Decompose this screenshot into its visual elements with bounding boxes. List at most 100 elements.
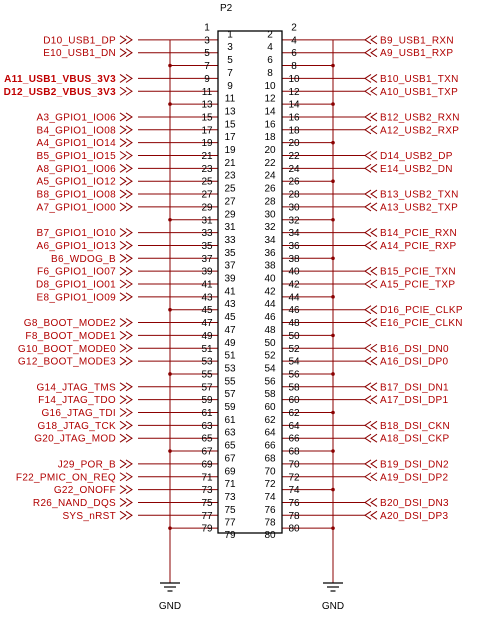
pin-number-outer-right: 38 [288, 254, 300, 265]
pin-number-outer-left: 67 [201, 447, 213, 458]
pin-number-outer-right: 44 [288, 292, 300, 303]
gnd-label-right: GND [322, 601, 344, 612]
pin-number-inner-right: 50 [264, 338, 276, 349]
pin-number-outer-left: 51 [201, 344, 213, 355]
net-port-arrow [364, 151, 378, 160]
pin-number-inner-left: 37 [224, 261, 236, 272]
pin-number-inner-left: 51 [224, 351, 236, 362]
pin-number-outer-left: 71 [201, 472, 213, 483]
pin-number-outer-right: 8 [291, 61, 297, 72]
net-label-right: A13_USB2_TXP [380, 202, 458, 213]
net-label-right: B12_USB2_RXN [380, 112, 460, 123]
net-label-left: F8_BOOT_MODE1 [25, 331, 116, 342]
junction-dot [168, 217, 172, 222]
pin-number-inner-right: 16 [264, 119, 276, 130]
net-label-left: E8_GPIO1_IO09 [36, 292, 116, 303]
pin-number-outer-right: 52 [288, 344, 300, 355]
pin-number-inner-left: 61 [224, 415, 236, 426]
pin-number-outer-left: 79 [201, 524, 213, 535]
net-label-left: A5_GPIO1_IO12 [36, 177, 116, 188]
pin-number-inner-left: 19 [224, 145, 236, 156]
net-label-right: B16_DSI_DN0 [380, 344, 449, 355]
net-port-arrow [119, 318, 133, 327]
pin-number-inner-right: 42 [264, 286, 276, 297]
pin-number-outer-right: 78 [288, 511, 300, 522]
pin-number-inner-left: 21 [224, 158, 236, 169]
net-port-arrow [119, 498, 133, 507]
pin-number-outer-right: 4 [291, 35, 297, 46]
wires-layer [138, 39, 365, 583]
pin-number-outer-right: 30 [288, 202, 300, 213]
pin-number-outer-left: 5 [204, 48, 210, 59]
net-label-left: G8_BOOT_MODE2 [24, 318, 116, 329]
junction-dot [331, 140, 335, 145]
junction-dot [331, 217, 335, 222]
pin-number-inner-right: 60 [264, 402, 276, 413]
pin-number-outer-right: 28 [288, 190, 300, 201]
pin-number-outer-left: 7 [204, 61, 210, 72]
pin-number-inner-left: 13 [224, 106, 236, 117]
pin-number-outer-left: 47 [201, 318, 213, 329]
pin-number-outer-left: 43 [201, 292, 213, 303]
junction-dot [331, 102, 335, 106]
net-port-arrow [364, 241, 378, 250]
pin-number-inner-left: 33 [224, 235, 236, 246]
net-port-arrow [364, 318, 378, 327]
pin-number-outer-right: 16 [288, 112, 300, 123]
pin-number-inner-right: 56 [264, 376, 276, 387]
junction-dot [168, 449, 172, 453]
net-label-right: A18_DSI_CKP [380, 434, 449, 445]
pin-number-outer-left: 23 [201, 164, 213, 175]
pin-number-outer-right: 36 [288, 241, 300, 252]
net-label-left: E10_USB1_DN [43, 48, 116, 59]
pin-number-outer-right: 68 [288, 447, 300, 458]
net-label-left: F22_PMIC_ON_REQ [16, 472, 116, 483]
net-label-right: A19_DSI_DP2 [380, 472, 448, 483]
net-port-arrow [119, 356, 133, 366]
pin-number-inner-right: 26 [264, 184, 276, 195]
net-label-left: F14_JTAG_TDO [38, 395, 116, 406]
net-label-left: G12_BOOT_MODE3 [18, 357, 116, 368]
net-port-arrow [364, 420, 378, 430]
pin-number-outer-left: 63 [201, 421, 213, 432]
junction-dot [331, 526, 335, 530]
gnd-label-left: GND [159, 601, 181, 612]
pin-number-outer-left: 49 [201, 331, 213, 342]
pin-number-inner-left: 25 [224, 184, 236, 195]
net-label-right: B10_USB1_TXN [380, 74, 459, 85]
net-port-arrow [119, 433, 133, 443]
pin-number-inner-right: 64 [264, 428, 276, 439]
net-label-left: A6_GPIO1_IO13 [36, 241, 116, 252]
net-port-arrow [119, 420, 133, 430]
pin-number-outer-right: 12 [288, 87, 300, 98]
net-port-arrow [119, 163, 133, 173]
net-label-right: B14_PCIE_RXN [380, 228, 457, 239]
pin-number-outer-right: 80 [288, 524, 300, 535]
pin-number-inner-right: 76 [264, 505, 276, 516]
pin-number-inner-right: 48 [264, 325, 276, 336]
net-label-left: F6_GPIO1_IO07 [37, 267, 116, 278]
net-port-arrow [119, 86, 133, 96]
net-label-left: B5_GPIO1_IO15 [36, 151, 116, 162]
junction-dot [331, 333, 335, 338]
net-label-right: D14_USB2_DP [380, 151, 453, 162]
net-label-right: A12_USB2_RXP [380, 125, 459, 136]
net-label-left: D8_GPIO1_IO01 [36, 280, 116, 291]
net-port-arrow [364, 343, 378, 353]
pin-number-inner-left: 65 [224, 441, 236, 452]
pin-number-outer-right: 18 [288, 125, 300, 136]
net-label-left: B4_GPIO1_IO08 [36, 125, 116, 136]
pin-number-outer-right: 76 [288, 498, 300, 509]
pin-number-inner-right: 80 [264, 530, 276, 541]
pin-number-inner-right: 68 [264, 453, 276, 464]
pin-number-outer-right: 56 [288, 369, 300, 380]
pin-number-inner-right: 34 [264, 235, 276, 246]
pin-number-outer-left: 65 [201, 434, 213, 445]
connector-outline [217, 30, 283, 534]
net-port-arrow [364, 498, 378, 507]
pin-number-outer-left: 27 [201, 190, 213, 201]
net-label-right: E16_PCIE_CLKN [380, 318, 463, 329]
net-label-left: G18_JTAG_TCK [38, 421, 116, 432]
net-port-arrow [119, 382, 133, 392]
pin-number-inner-right: 24 [264, 171, 276, 182]
